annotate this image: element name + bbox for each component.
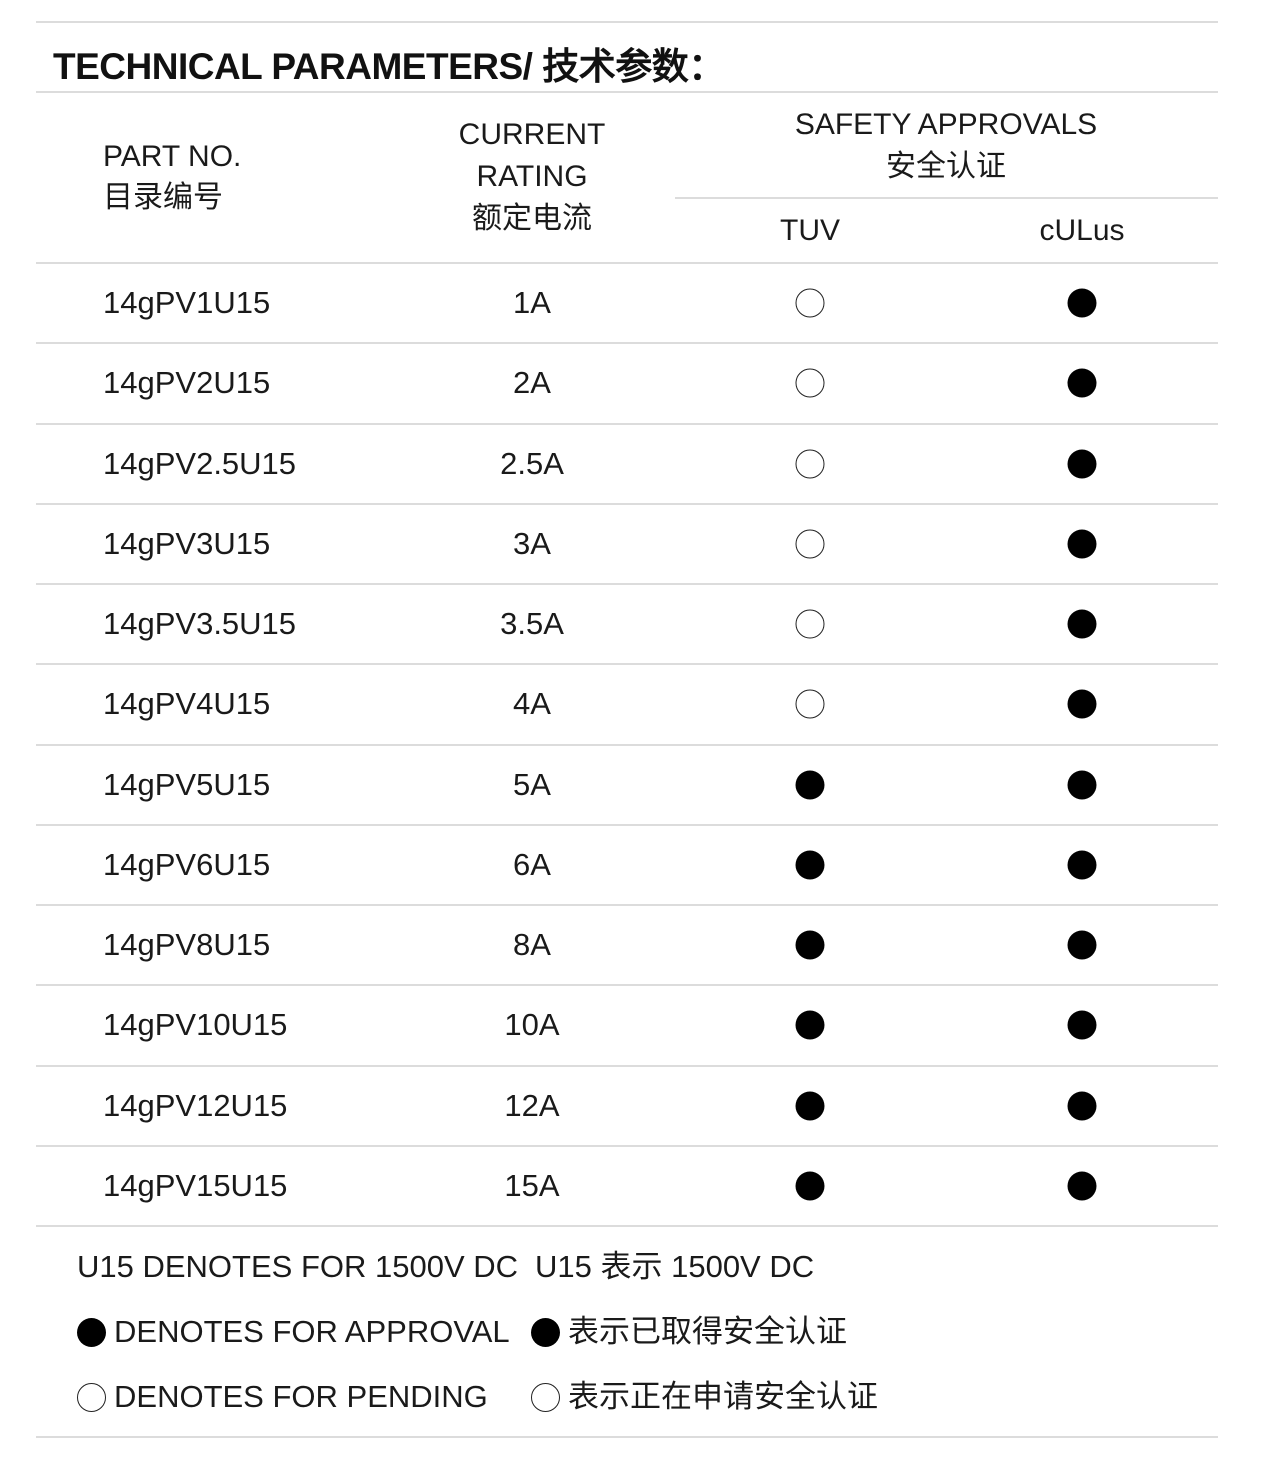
row-divider [36,423,1218,425]
current-rating: 8A [513,927,551,963]
current-rating: 4A [513,686,551,722]
row-divider [36,984,1218,986]
filled-circle-icon [77,1317,106,1347]
row-divider [36,744,1218,746]
tuv-empty-circle-icon [795,689,825,719]
row-divider [36,904,1218,906]
note-pending-en: DENOTES FOR PENDING [77,1377,488,1417]
filled-circle-icon [531,1317,560,1347]
culus-filled-circle-icon [1067,449,1097,479]
current-rating: 3.5A [500,606,564,642]
tuv-empty-circle-icon [795,609,825,639]
current-rating: 1A [513,285,551,321]
current-rating: 5A [513,766,551,802]
tuv-filled-circle-icon [795,850,825,880]
empty-circle-icon [77,1382,106,1412]
row-divider [36,583,1218,585]
header-part-no-cn: 目录编号 [103,181,223,214]
page-title: TECHNICAL PARAMETERS/ 技术参数： [53,46,725,87]
tuv-filled-circle-icon [795,770,825,800]
header-part-no-en: PART NO. [103,140,242,173]
culus-filled-circle-icon [1067,288,1097,318]
top-rule [36,21,1218,23]
part-number: 14gPV2U15 [103,365,271,401]
tuv-filled-circle-icon [795,1010,825,1040]
tuv-empty-circle-icon [795,449,825,479]
part-number: 14gPV4U15 [103,686,271,722]
culus-filled-circle-icon [1067,930,1097,960]
tuv-filled-circle-icon [795,1171,825,1201]
note-u15-cn: U15 表示 1500V DC [535,1249,815,1284]
part-number: 14gPV3.5U15 [103,606,297,642]
tuv-filled-circle-icon [795,930,825,960]
current-rating: 6A [513,846,551,882]
part-number: 14gPV12U15 [103,1087,288,1123]
note-pending-en-text: DENOTES FOR PENDING [114,1379,488,1414]
header-culus: cULus [1039,214,1125,247]
tuv-empty-circle-icon [795,529,825,559]
note-pending-cn: 表示正在申请安全认证 [531,1377,878,1417]
culus-filled-circle-icon [1067,1171,1097,1201]
title-rule [36,91,1218,93]
current-rating: 3A [513,525,551,561]
part-number: 14gPV10U15 [103,1007,288,1043]
row-divider [36,1065,1218,1067]
current-rating: 15A [504,1167,560,1203]
culus-filled-circle-icon [1067,368,1097,398]
header-tuv: TUV [780,214,840,247]
note-approval-cn: 表示已取得安全认证 [531,1312,847,1352]
note-approval-en-text: DENOTES FOR APPROVAL [114,1314,510,1349]
current-rating: 2A [513,365,551,401]
row-divider [36,342,1218,344]
current-rating: 10A [504,1007,560,1043]
row-divider [36,663,1218,665]
part-number: 14gPV5U15 [103,766,271,802]
part-number: 14gPV3U15 [103,525,271,561]
part-number: 14gPV6U15 [103,846,271,882]
tuv-empty-circle-icon [795,288,825,318]
tuv-empty-circle-icon [795,368,825,398]
part-number: 14gPV2.5U15 [103,445,297,481]
culus-filled-circle-icon [1067,850,1097,880]
row-divider [36,824,1218,826]
header-current-cn: 额定电流 [472,202,592,235]
header-current-en-2: RATING [476,160,588,193]
note-u15-en: U15 DENOTES FOR 1500V DC [77,1249,519,1284]
header-rule [36,262,1218,264]
header-safety-cn: 安全认证 [886,150,1006,183]
header-safety-en: SAFETY APPROVALS [794,108,1098,141]
row-divider [36,503,1218,505]
current-rating: 12A [504,1087,560,1123]
part-number: 14gPV15U15 [103,1167,288,1203]
note-approval-cn-text: 表示已取得安全认证 [568,1314,847,1349]
note-pending-cn-text: 表示正在申请安全认证 [568,1379,878,1414]
note-approval-en: DENOTES FOR APPROVAL [77,1312,510,1352]
row-divider [36,1225,1218,1227]
culus-filled-circle-icon [1067,770,1097,800]
culus-filled-circle-icon [1067,609,1097,639]
empty-circle-icon [531,1382,560,1412]
current-rating: 2.5A [500,445,564,481]
bottom-rule [36,1436,1218,1438]
culus-filled-circle-icon [1067,1010,1097,1040]
header-current-en-1: CURRENT [458,118,606,151]
row-divider [36,1145,1218,1147]
safety-subheader-rule [675,197,1218,199]
part-number: 14gPV1U15 [103,285,271,321]
culus-filled-circle-icon [1067,689,1097,719]
culus-filled-circle-icon [1067,529,1097,559]
tuv-filled-circle-icon [795,1091,825,1121]
culus-filled-circle-icon [1067,1091,1097,1121]
part-number: 14gPV8U15 [103,927,271,963]
